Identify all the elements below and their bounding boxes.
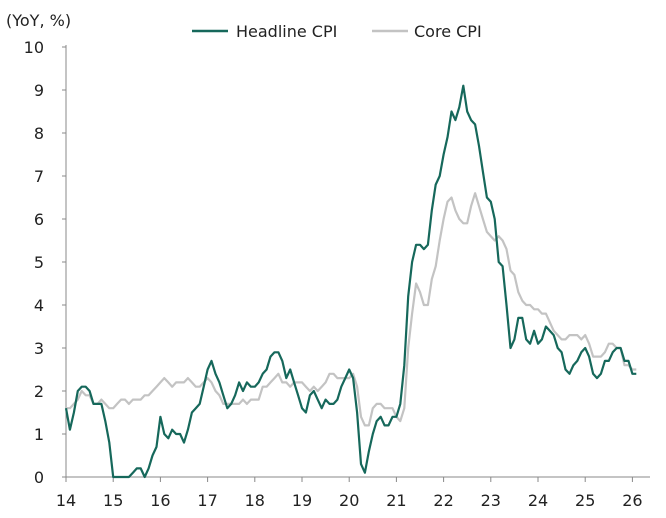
y-tick-label: 3 (34, 339, 44, 358)
x-tick-label: 14 (56, 491, 76, 510)
y-axis-label: (YoY, %) (6, 11, 71, 30)
x-tick-label: 26 (622, 491, 642, 510)
series-line-headline-cpi (64, 84, 637, 479)
legend-label-headline: Headline CPI (236, 22, 337, 41)
legend: Headline CPI Core CPI (192, 22, 482, 41)
x-tick-label: 22 (433, 491, 453, 510)
y-tick-label: 8 (34, 124, 44, 143)
legend-label-core: Core CPI (414, 22, 482, 41)
x-tick-label: 16 (150, 491, 170, 510)
x-tick-label: 19 (292, 491, 312, 510)
y-tick-label: 6 (34, 210, 44, 229)
x-tick-label: 25 (575, 491, 595, 510)
y-tick-label: 5 (34, 253, 44, 272)
y-tick-label: 2 (34, 382, 44, 401)
x-tick-label: 17 (197, 491, 217, 510)
x-tick-label: 24 (528, 491, 548, 510)
series-line-core-cpi (66, 192, 637, 427)
x-tick-label: 15 (103, 491, 123, 510)
y-tick-label: 7 (34, 167, 44, 186)
x-tick-label: 21 (386, 491, 406, 510)
x-tick-label: 18 (245, 491, 265, 510)
y-tick-label: 9 (34, 81, 44, 100)
y-tick-label: 1 (34, 425, 44, 444)
y-tick-label: 10 (24, 38, 44, 57)
y-tick-label: 0 (34, 468, 44, 487)
x-tick-label: 23 (481, 491, 501, 510)
x-tick-label: 20 (339, 491, 359, 510)
y-tick-label: 4 (34, 296, 44, 315)
